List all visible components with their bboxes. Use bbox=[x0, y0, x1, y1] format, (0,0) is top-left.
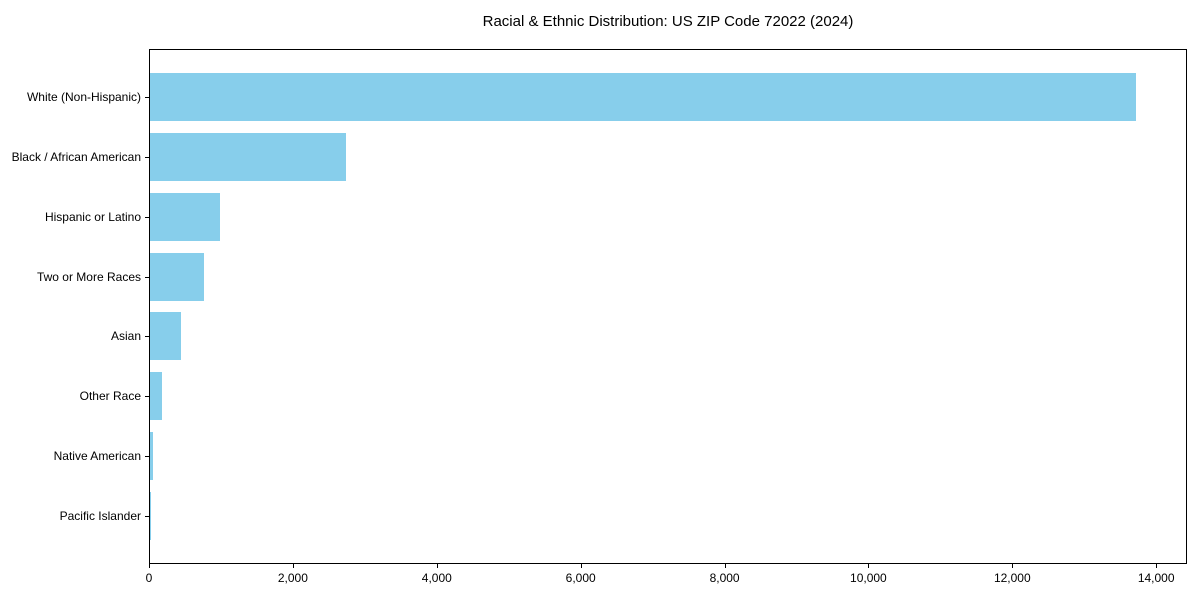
y-tick-label-asian: Asian bbox=[110, 329, 141, 343]
x-axis-tick bbox=[580, 564, 582, 568]
x-tick-label-12000: 12,000 bbox=[993, 571, 1031, 585]
bar-hispanic-or-latino bbox=[150, 192, 221, 241]
y-tick-label-pacific-islander: Pacific Islander bbox=[59, 509, 141, 523]
y-tick-label-black-african-american: Black / African American bbox=[11, 150, 141, 164]
y-tick-label-other-race: Other Race bbox=[79, 389, 141, 403]
x-tick-label-10000: 10,000 bbox=[850, 571, 887, 585]
y-tick-label-two-or-more-races: Two or More Races bbox=[36, 270, 141, 284]
x-axis-tick bbox=[724, 564, 726, 568]
x-tick-label-4000: 4,000 bbox=[421, 571, 452, 585]
bar-two-or-more-races bbox=[150, 252, 204, 301]
bar-asian bbox=[150, 312, 181, 361]
x-axis-tick bbox=[1012, 564, 1014, 568]
bar-other-race bbox=[150, 372, 163, 421]
y-tick-label-hispanic-or-latino: Hispanic or Latino bbox=[44, 210, 141, 224]
y-axis-tick bbox=[145, 456, 149, 457]
y-axis-tick bbox=[145, 277, 149, 278]
x-tick-label-8000: 8,000 bbox=[709, 571, 740, 585]
bar-white-non-hispanic bbox=[150, 73, 1136, 122]
x-tick-label-2000: 2,000 bbox=[277, 571, 308, 585]
x-axis-tick bbox=[149, 564, 150, 568]
x-tick-label-0: 0 bbox=[145, 571, 153, 585]
x-axis-tick bbox=[436, 564, 438, 568]
x-axis-tick bbox=[868, 564, 870, 568]
x-tick-label-6000: 6,000 bbox=[565, 571, 596, 585]
y-axis-tick bbox=[145, 396, 149, 397]
y-axis-tick bbox=[145, 336, 149, 337]
x-tick-label-14000: 14,000 bbox=[1137, 571, 1175, 585]
y-axis-tick bbox=[145, 157, 149, 158]
y-tick-label-white-non-hispanic: White (Non-Hispanic) bbox=[26, 90, 141, 104]
chart-title: Racial & Ethnic Distribution: US ZIP Cod… bbox=[482, 13, 854, 30]
bar-native-american bbox=[150, 432, 153, 480]
x-axis-tick bbox=[292, 564, 294, 568]
y-axis-tick bbox=[145, 97, 149, 98]
y-axis-tick bbox=[145, 516, 149, 517]
y-axis-tick bbox=[145, 217, 149, 218]
bar-black-african-american bbox=[150, 133, 347, 181]
y-tick-label-native-american: Native American bbox=[53, 449, 141, 463]
plot-area bbox=[149, 49, 1187, 564]
x-axis-tick bbox=[1156, 564, 1158, 568]
